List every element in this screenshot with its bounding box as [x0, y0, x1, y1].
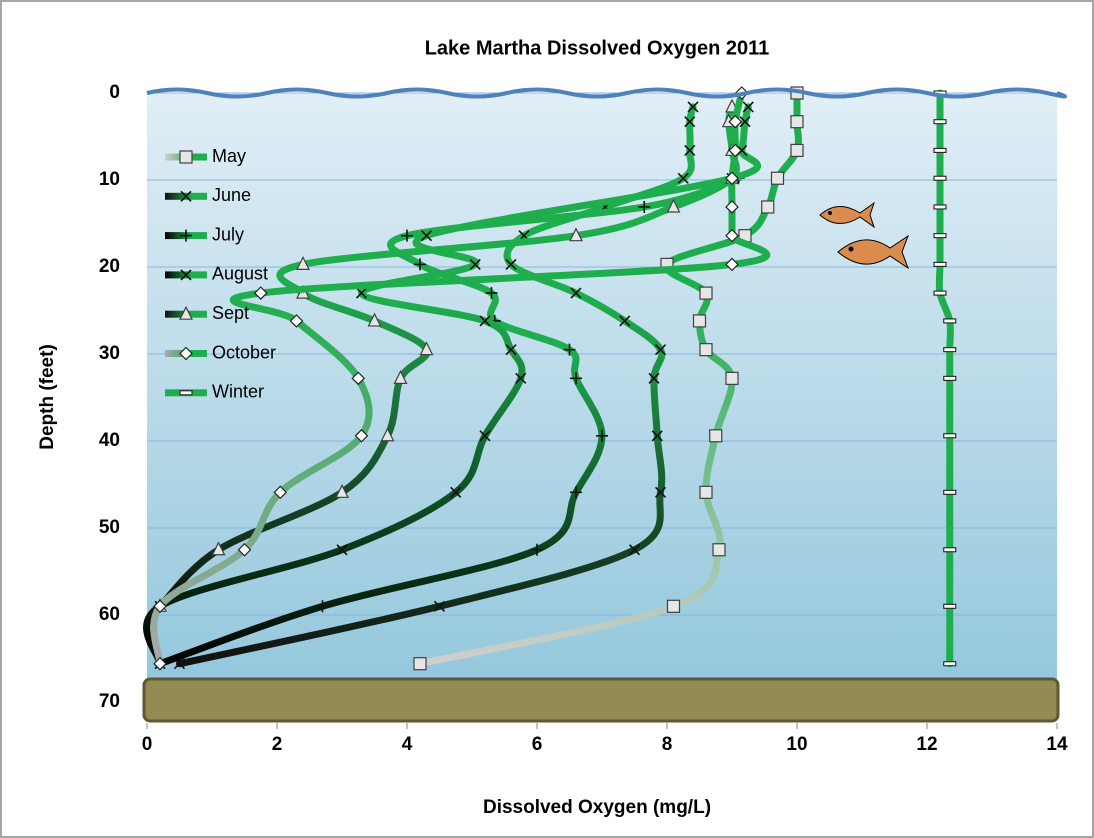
y-tick-label: 60 [99, 604, 120, 625]
marker [944, 319, 956, 323]
marker [934, 176, 946, 180]
x-tick-label: 8 [662, 734, 673, 755]
marker [944, 490, 956, 494]
marker [700, 486, 712, 498]
marker [934, 148, 946, 152]
marker [762, 201, 774, 213]
x-tick-label: 2 [272, 734, 283, 755]
marker [180, 151, 192, 163]
marker [668, 600, 680, 612]
marker [944, 376, 956, 380]
marker [944, 348, 956, 352]
x-tick-label: 14 [1046, 734, 1068, 755]
marker [791, 144, 803, 156]
x-axis-title: Dissolved Oxygen (mg/L) [483, 797, 711, 818]
marker [772, 172, 784, 184]
chart: Lake Martha Dissolved Oxygen 2011 Dissol… [0, 0, 1094, 838]
y-axis-title: Depth (feet) [37, 344, 58, 450]
marker [710, 430, 722, 442]
legend-label: October [212, 342, 276, 362]
y-tick-label: 50 [99, 517, 120, 538]
y-tick-label: 20 [99, 256, 120, 277]
legend-label: June [212, 185, 251, 205]
x-tick-label: 6 [532, 734, 543, 755]
marker [700, 344, 712, 356]
x-tick-label: 10 [786, 734, 807, 755]
marker [944, 662, 956, 666]
marker [934, 205, 946, 209]
legend-label: Sept [212, 303, 249, 323]
marker [944, 434, 956, 438]
marker [934, 234, 946, 238]
x-tick-label: 12 [916, 734, 937, 755]
marker [944, 548, 956, 552]
marker [414, 658, 426, 670]
lake-bottom [144, 679, 1058, 721]
legend-label: May [212, 146, 246, 166]
y-tick-label: 10 [99, 169, 120, 190]
marker [180, 391, 192, 395]
water [147, 93, 1057, 693]
marker [713, 544, 725, 556]
y-tick-label: 30 [99, 343, 120, 364]
marker [791, 116, 803, 128]
marker [726, 372, 738, 384]
y-tick-label: 0 [109, 82, 120, 103]
legend-label: Winter [212, 382, 264, 402]
marker [934, 262, 946, 266]
x-tick-label: 0 [142, 734, 153, 755]
page: {"chart_data": {"type": "line", "title":… [0, 0, 1094, 838]
marker [934, 291, 946, 295]
marker [934, 120, 946, 124]
y-tick-label: 40 [99, 430, 120, 451]
chart-title: Lake Martha Dissolved Oxygen 2011 [425, 37, 770, 59]
marker [700, 287, 712, 299]
marker [944, 604, 956, 608]
legend-label: July [212, 224, 244, 244]
marker [694, 315, 706, 327]
x-tick-label: 4 [402, 734, 413, 755]
y-tick-label: 70 [99, 691, 120, 712]
legend-label: August [212, 264, 268, 284]
